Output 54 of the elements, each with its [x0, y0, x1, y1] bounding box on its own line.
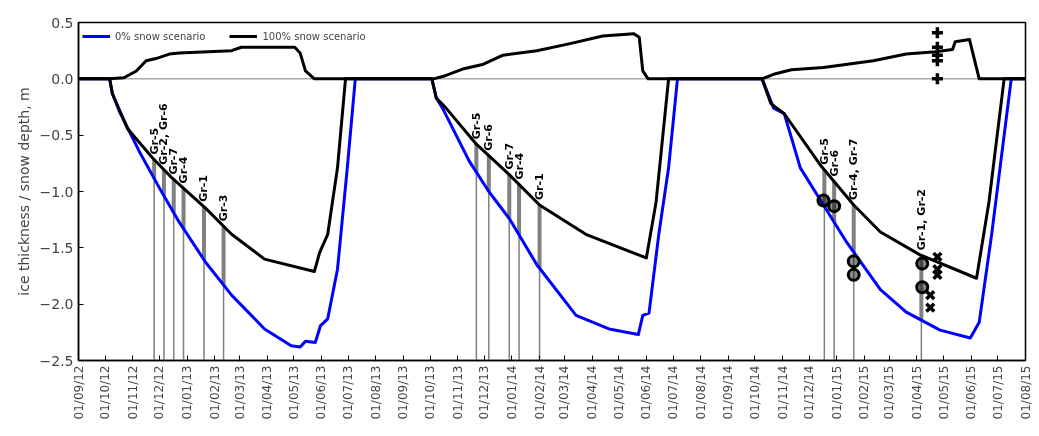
- y-tick-label: −1.5: [39, 239, 74, 256]
- x-tick-label: 01/06/15: [964, 365, 979, 420]
- x-tick-label: 01/02/14: [532, 365, 547, 420]
- y-axis-title: ice thickness / snow depth, m: [15, 87, 32, 296]
- y-tick-label: −0.5: [39, 127, 74, 144]
- x-tick-label: 01/04/15: [909, 365, 924, 420]
- y-tick-label: 0.0: [51, 70, 74, 87]
- ref-line-label: Gr-5: [469, 112, 483, 140]
- y-tick-label: −1.0: [39, 183, 74, 200]
- x-tick-label: 01/02/15: [857, 365, 872, 420]
- ref-line-label: Gr-1: [533, 173, 547, 201]
- x-tick-label: 01/09/14: [721, 365, 736, 420]
- x-tick-label: 01/02/13: [207, 365, 222, 420]
- x-tick-label: 01/01/13: [180, 365, 195, 420]
- x-tick-label: 01/04/13: [260, 365, 275, 420]
- x-tick-label: 01/08/15: [1018, 365, 1033, 420]
- x-tick-label: 01/10/12: [98, 365, 113, 420]
- x-tick-label: 01/07/13: [341, 365, 356, 420]
- x-tick-label: 01/03/13: [232, 365, 247, 420]
- ref-line-label: Gr-1, Gr-2: [914, 188, 928, 251]
- x-tick-label: 01/04/14: [585, 365, 600, 420]
- x-tick-label: 01/11/14: [775, 365, 790, 420]
- ref-line-label: Gr-1: [197, 175, 211, 202]
- x-tick-label: 01/08/13: [368, 365, 383, 420]
- x-tick-label: 01/06/13: [314, 365, 329, 420]
- legend-label: 100% snow scenario: [262, 30, 366, 42]
- x-tick-label: 01/12/13: [477, 365, 492, 420]
- ref-line-label: Gr-4: [177, 156, 191, 184]
- x-tick-label: 01/10/13: [423, 365, 438, 420]
- x-tick-label: 01/07/15: [990, 365, 1005, 420]
- x-tick-label: 01/06/14: [639, 365, 654, 420]
- x-tick-label: 01/01/14: [504, 365, 519, 420]
- x-tick-label: 01/07/14: [666, 365, 681, 420]
- x-tick-label: 01/03/15: [882, 365, 897, 420]
- x-tick-label: 01/05/15: [936, 365, 951, 420]
- legend-label: 0% snow scenario: [115, 30, 206, 42]
- ref-line-label: Gr-4, Gr-7: [847, 138, 861, 201]
- ref-line-label: Gr-3: [217, 194, 231, 222]
- x-tick-label: 01/11/13: [450, 365, 465, 420]
- x-tick-label: 01/05/14: [611, 365, 626, 420]
- x-tick-label: 01/08/14: [693, 365, 708, 420]
- x-tick-label: 01/09/13: [396, 365, 411, 420]
- x-tick-label: 01/09/12: [71, 365, 86, 420]
- x-tick-label: 01/11/12: [125, 365, 140, 420]
- y-tick-label: −2.0: [39, 296, 74, 313]
- y-tick-label: 0.5: [51, 14, 74, 31]
- ref-line-label: Gr-6: [482, 123, 496, 151]
- x-tick-label: 01/03/14: [557, 365, 572, 420]
- y-tick-label: −2.5: [39, 352, 74, 369]
- x-tick-label: 01/10/14: [747, 365, 762, 420]
- x-tick-label: 01/12/12: [152, 365, 167, 420]
- x-tick-label: 01/01/15: [829, 365, 844, 420]
- x-tick-label: 01/12/14: [802, 365, 817, 420]
- x-tick-label: 01/05/13: [286, 365, 301, 420]
